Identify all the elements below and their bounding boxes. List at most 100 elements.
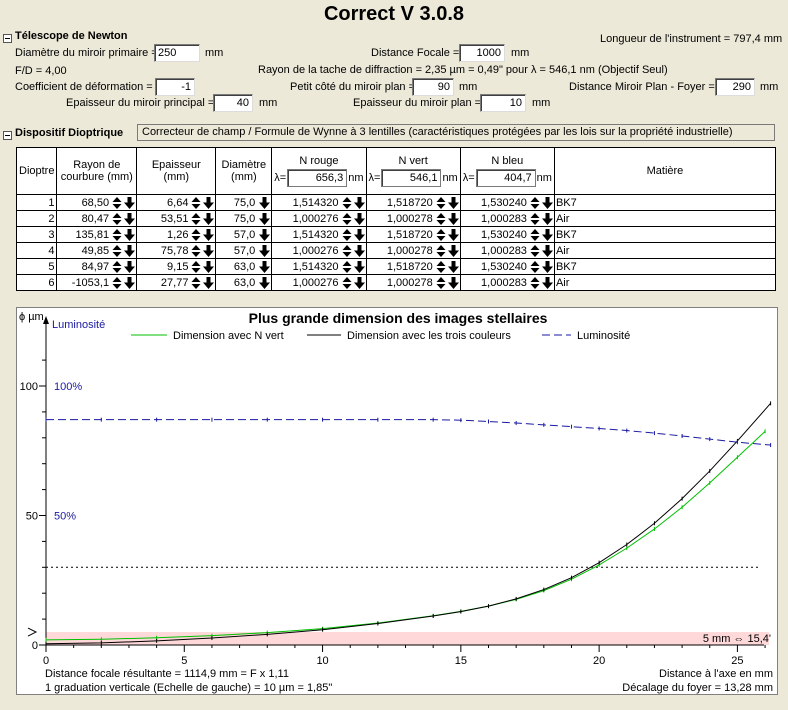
dropdown-arrow-icon[interactable] [447, 228, 459, 241]
dropdown-arrow-icon[interactable] [124, 276, 136, 289]
spin-updown-icon[interactable] [112, 260, 122, 273]
rayon-cell-value[interactable]: 80,47 [81, 212, 110, 225]
n-rouge-cell[interactable]: 1,514320 [271, 226, 367, 243]
dropdown-arrow-icon[interactable] [353, 196, 365, 209]
dropdown-arrow-icon[interactable] [124, 228, 136, 241]
spin-updown-icon[interactable] [530, 276, 540, 289]
spin-updown-icon[interactable] [530, 212, 540, 225]
dropdown-arrow-icon[interactable] [541, 212, 553, 225]
diametre-cell-value[interactable]: 63,0 [233, 276, 256, 289]
matiere-cell[interactable]: BK7 [553, 194, 777, 211]
n-rouge-cell[interactable]: 1,000276 [271, 242, 367, 259]
spin-updown-icon[interactable] [436, 212, 446, 225]
epaisseur-cell[interactable]: 27,77 [136, 274, 217, 291]
epaisseur-cell-value[interactable]: 9,15 [167, 260, 189, 273]
spin-updown-icon[interactable] [191, 212, 201, 225]
n-rouge-cell-value[interactable]: 1,514320 [292, 196, 339, 209]
dropdown-arrow-icon[interactable] [259, 260, 271, 273]
epaisseur-cell[interactable]: 1,26 [136, 226, 217, 243]
n-rouge-cell[interactable]: 1,000276 [271, 274, 367, 291]
dropdown-arrow-icon[interactable] [259, 276, 271, 289]
n-rouge-cell-value[interactable]: 1,000276 [292, 212, 339, 225]
dropdown-arrow-icon[interactable] [447, 244, 459, 257]
dropdown-arrow-icon[interactable] [124, 212, 136, 225]
n-bleu-cell-value[interactable]: 1,000283 [481, 244, 527, 257]
dropdown-arrow-icon[interactable] [124, 260, 136, 273]
dropdown-arrow-icon[interactable] [124, 196, 136, 209]
dropdown-arrow-icon[interactable] [259, 212, 271, 225]
epaisseur-cell-value[interactable]: 75,78 [160, 244, 189, 257]
flat-thickness-input[interactable]: 10 [480, 94, 526, 112]
spin-updown-icon[interactable] [530, 260, 540, 273]
n-bleu-cell-value[interactable]: 1,000283 [481, 212, 527, 225]
dropdown-arrow-icon[interactable] [124, 244, 136, 257]
dropdown-arrow-icon[interactable] [203, 260, 215, 273]
dropdown-arrow-icon[interactable] [447, 196, 459, 209]
n-rouge-cell-value[interactable]: 1,514320 [292, 260, 339, 273]
spin-updown-icon[interactable] [342, 260, 352, 273]
spin-updown-icon[interactable] [436, 244, 446, 257]
dropdown-arrow-icon[interactable] [259, 228, 271, 241]
spin-updown-icon[interactable] [112, 244, 122, 257]
n-vert-cell-value[interactable]: 1,000278 [386, 244, 433, 257]
spin-updown-icon[interactable] [436, 276, 446, 289]
diametre-cell[interactable]: 63,0 [215, 274, 273, 291]
dropdown-arrow-icon[interactable] [259, 244, 271, 257]
dropdown-arrow-icon[interactable] [541, 260, 553, 273]
n-rouge-cell[interactable]: 1,514320 [271, 194, 367, 211]
diametre-cell-value[interactable]: 57,0 [233, 228, 256, 241]
rayon-cell[interactable]: -1053,1 [56, 274, 138, 291]
n-bleu-cell-value[interactable]: 1,530240 [481, 260, 527, 273]
dropdown-arrow-icon[interactable] [541, 244, 553, 257]
telescope-collapse-toggle[interactable] [3, 34, 12, 43]
lambda-vert-input[interactable]: 546,1 [381, 169, 442, 187]
dropdown-arrow-icon[interactable] [353, 260, 365, 273]
n-vert-cell[interactable]: 1,000278 [365, 274, 461, 291]
diametre-cell-value[interactable]: 63,0 [233, 260, 256, 273]
n-rouge-cell-value[interactable]: 1,000276 [292, 276, 339, 289]
spin-updown-icon[interactable] [342, 196, 352, 209]
dropdown-arrow-icon[interactable] [447, 212, 459, 225]
rayon-cell-value[interactable]: 135,81 [75, 228, 110, 241]
lambda-bleu-input[interactable]: 404,7 [475, 169, 536, 187]
epaisseur-cell-value[interactable]: 1,26 [167, 228, 189, 241]
n-rouge-cell-value[interactable]: 1,514320 [292, 228, 339, 241]
diametre-cell-value[interactable]: 75,0 [233, 212, 256, 225]
matiere-cell[interactable]: BK7 [553, 258, 777, 275]
spin-updown-icon[interactable] [530, 244, 540, 257]
primary-diameter-input[interactable]: 250 [154, 44, 200, 62]
spin-updown-icon[interactable] [191, 228, 201, 241]
n-bleu-cell[interactable]: 1,530240 [459, 226, 555, 243]
n-bleu-cell-value[interactable]: 1,530240 [481, 228, 527, 241]
epaisseur-cell-value[interactable]: 27,77 [160, 276, 189, 289]
rayon-cell[interactable]: 84,97 [56, 258, 138, 275]
epaisseur-cell[interactable]: 9,15 [136, 258, 217, 275]
diametre-cell-value[interactable]: 57,0 [233, 244, 256, 257]
spin-updown-icon[interactable] [530, 196, 540, 209]
n-vert-cell[interactable]: 1,000278 [365, 210, 461, 227]
spin-updown-icon[interactable] [342, 212, 352, 225]
rayon-cell[interactable]: 80,47 [56, 210, 138, 227]
spin-updown-icon[interactable] [436, 228, 446, 241]
spin-updown-icon[interactable] [191, 196, 201, 209]
matiere-cell[interactable]: Air [553, 274, 777, 291]
rayon-cell-value[interactable]: 84,97 [81, 260, 110, 273]
dropdown-arrow-icon[interactable] [259, 196, 271, 209]
matiere-cell[interactable]: Air [553, 210, 777, 227]
flat-focus-input[interactable]: 290 [715, 78, 755, 96]
rayon-cell-value[interactable]: 49,85 [81, 244, 110, 257]
n-vert-cell[interactable]: 1,518720 [365, 194, 461, 211]
dropdown-arrow-icon[interactable] [203, 196, 215, 209]
spin-updown-icon[interactable] [112, 196, 122, 209]
matiere-cell[interactable]: Air [553, 242, 777, 259]
spin-updown-icon[interactable] [436, 260, 446, 273]
dropdown-arrow-icon[interactable] [353, 212, 365, 225]
dropdown-arrow-icon[interactable] [203, 244, 215, 257]
diametre-cell-value[interactable]: 75,0 [233, 196, 256, 209]
epaisseur-cell[interactable]: 53,51 [136, 210, 217, 227]
n-vert-cell[interactable]: 1,518720 [365, 258, 461, 275]
n-bleu-cell[interactable]: 1,000283 [459, 210, 555, 227]
n-vert-cell-value[interactable]: 1,518720 [386, 260, 433, 273]
rayon-cell-value[interactable]: -1053,1 [71, 276, 110, 289]
n-vert-cell[interactable]: 1,000278 [365, 242, 461, 259]
